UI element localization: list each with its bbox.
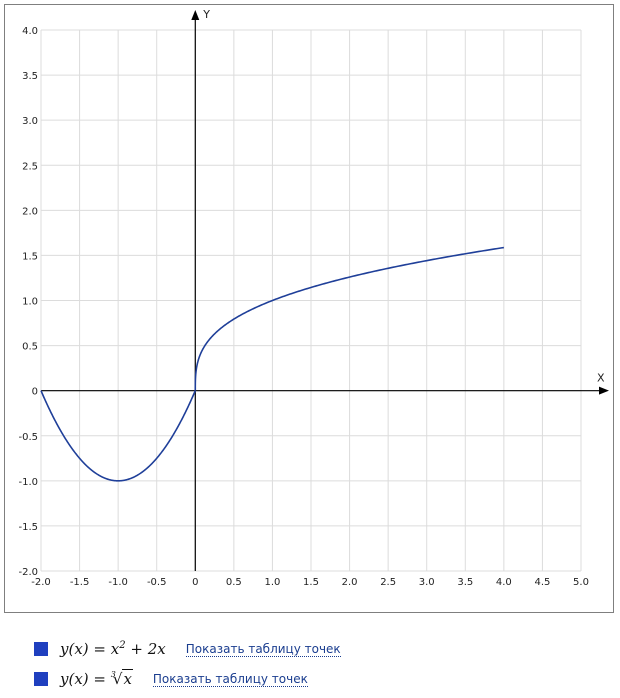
legend-swatch-1 (34, 642, 48, 656)
formula-lhs: y(x) (60, 670, 89, 688)
show-points-table-link-2[interactable]: Показать таблицу точек (152, 671, 308, 687)
show-points-table-link-1[interactable]: Показать таблицу точек (185, 641, 341, 657)
y-tick-label: 1.5 (22, 251, 38, 262)
x-tick-label: 0 (192, 577, 198, 588)
y-tick-label: 1.0 (22, 297, 38, 308)
x-tick-label: -2.0 (31, 577, 51, 588)
cube-root: 3√x (110, 669, 133, 688)
tick-labels: -2.0 -1.5 -1.0 -0.5 0 0.5 1.0 1.5 2.0 2.5 3.0 3.5 4.… (18, 26, 588, 588)
series-lines (40, 246, 504, 482)
chart-canvas: -2.0 -1.5 -1.0 -0.5 0 0.5 1.0 1.5 2.0 2.5 3.0 3.5 4.… (18, 8, 609, 588)
x-tick-label: 4.0 (496, 577, 512, 588)
y-tick-label: 2.0 (22, 206, 38, 217)
x-tick-label: -1.5 (70, 577, 90, 588)
x-tick-label: 4.5 (534, 577, 550, 588)
formula-exponent: 2 (119, 640, 126, 651)
y-tick-label: -1.5 (18, 522, 38, 533)
x-tick-label: -1.0 (108, 577, 128, 588)
x-tick-label: 1.0 (264, 577, 280, 588)
y-tick-label: 4.0 (22, 26, 38, 37)
x-tick-label: 0.5 (226, 577, 242, 588)
x-tick-label: 3.5 (457, 577, 473, 588)
x-tick-label: 1.5 (303, 577, 319, 588)
x-axis-label: X (597, 372, 605, 385)
legend-formula-2: y(x) = 3√x (60, 669, 133, 688)
x-axis-arrow (599, 386, 609, 395)
y-tick-label: -1.0 (18, 477, 38, 488)
formula-base: x (110, 640, 120, 658)
y-tick-label: 0 (32, 387, 38, 398)
x-tick-label: 2.0 (342, 577, 358, 588)
series-line-1 (40, 390, 197, 482)
plot-frame: -2.0 -1.5 -1.0 -0.5 0 0.5 1.0 1.5 2.0 2.5 3.0 3.5 4.… (4, 4, 614, 613)
y-axis-label: Y (202, 8, 210, 21)
legend-item-1: y(x) = x2 + 2x Показать таблицу точек (34, 638, 341, 660)
x-tick-label: -0.5 (147, 577, 167, 588)
root-argument: x (122, 669, 133, 688)
root-index: 3 (110, 670, 116, 679)
legend-swatch-2 (34, 672, 48, 686)
root-sign: √ (112, 670, 123, 688)
series-line-2 (194, 246, 504, 391)
x-tick-label: 3.0 (419, 577, 435, 588)
formula-eq: = (93, 640, 106, 658)
y-axis-arrow (191, 10, 200, 20)
x-tick-label: 2.5 (380, 577, 396, 588)
y-tick-label: 0.5 (22, 342, 38, 353)
formula-eq: = (93, 670, 106, 688)
formula-lhs: y(x) (60, 640, 89, 658)
legend-formula-1: y(x) = x2 + 2x (60, 640, 166, 658)
legend-item-2: y(x) = 3√x Показать таблицу точек (34, 668, 308, 690)
formula-tail: + 2x (130, 640, 166, 658)
y-tick-label: -2.0 (18, 567, 38, 578)
grid (40, 29, 582, 572)
y-tick-label: 3.5 (22, 71, 38, 82)
y-tick-label: -0.5 (18, 432, 38, 443)
axes (41, 10, 609, 571)
y-tick-label: 2.5 (22, 161, 38, 172)
x-tick-label: 5.0 (573, 577, 589, 588)
y-tick-label: 3.0 (22, 116, 38, 127)
